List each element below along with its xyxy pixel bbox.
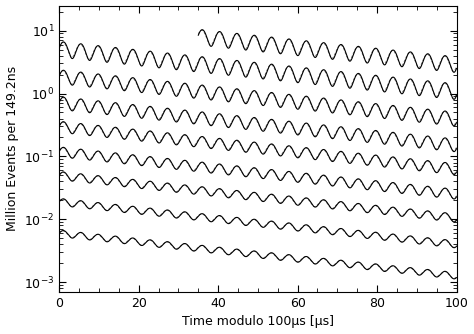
X-axis label: Time modulo 100μs [μs]: Time modulo 100μs [μs] bbox=[182, 315, 334, 328]
Y-axis label: Million Events per 149.2ns: Million Events per 149.2ns bbox=[6, 66, 18, 231]
